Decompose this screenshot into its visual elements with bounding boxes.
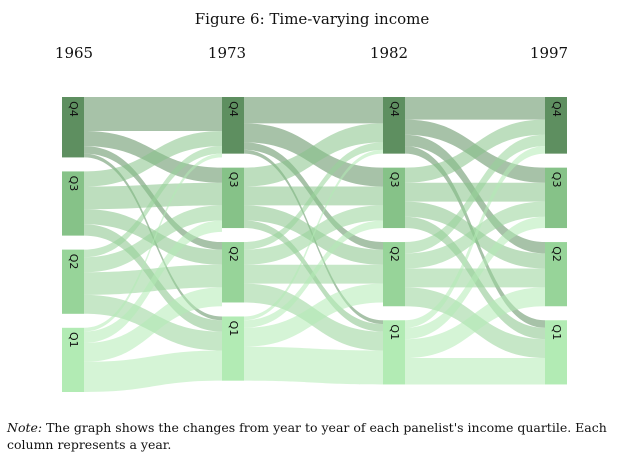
flow-1973-Q2-to-1982-Q4 xyxy=(244,142,383,250)
node-label-1973-Q3: Q3 xyxy=(227,172,240,188)
node-1982-Q4 xyxy=(383,97,405,154)
flow-1973-Q1-to-1982-Q4 xyxy=(244,149,383,321)
node-1965-Q2 xyxy=(62,249,84,314)
node-1973-Q1 xyxy=(222,316,244,381)
node-label-1982-Q3: Q3 xyxy=(388,172,401,188)
flow-layer xyxy=(84,97,545,392)
node-label-1982-Q4: Q4 xyxy=(388,101,401,117)
node-1982-Q2 xyxy=(383,242,405,307)
flow-1982-Q1-to-1997-Q1 xyxy=(405,358,545,385)
flow-1982-Q1-to-1997-Q3 xyxy=(405,216,545,340)
flow-1965-Q1-to-1973-Q2 xyxy=(84,287,222,362)
node-label-1982-Q1: Q1 xyxy=(388,324,401,340)
year-label-1982: 1982 xyxy=(369,44,409,62)
flow-1965-Q1-to-1973-Q1 xyxy=(84,350,222,392)
flow-1965-Q1-to-1973-Q3 xyxy=(84,220,222,343)
flow-1973-Q1-to-1982-Q2 xyxy=(244,283,383,347)
node-1973-Q3 xyxy=(222,167,244,229)
node-1973-Q2 xyxy=(222,242,244,303)
node-label-1965-Q3: Q3 xyxy=(67,176,80,192)
node-label-1973-Q2: Q2 xyxy=(227,246,240,262)
figure-title: Figure 6: Time-varying income xyxy=(194,10,430,28)
node-1965-Q3 xyxy=(62,171,84,236)
node-1965-Q1 xyxy=(62,327,84,392)
node-label-1973-Q1: Q1 xyxy=(227,321,240,337)
node-label-1965-Q1: Q1 xyxy=(67,332,80,348)
node-1997-Q2 xyxy=(545,242,567,307)
flow-1965-Q2-to-1973-Q3 xyxy=(84,205,222,273)
node-1982-Q3 xyxy=(383,167,405,229)
flow-1982-Q1-to-1997-Q2 xyxy=(405,287,545,359)
node-1997-Q4 xyxy=(545,97,567,154)
node-layer: Q1 Q2 Q3 Q4 Q1 Q2 Q3 Q4 Q1 Q2 Q3 Q4 Q1 Q2 Q3 Q4 xyxy=(62,97,567,392)
node-1997-Q3 xyxy=(545,167,567,229)
node-label-1997-Q2: Q2 xyxy=(550,246,563,262)
flow-1965-Q4-to-1973-Q4 xyxy=(84,97,222,131)
figure-note: Note: The graph shows the changes from y… xyxy=(7,419,617,453)
node-label-1965-Q4: Q4 xyxy=(67,101,80,117)
node-label-1997-Q4: Q4 xyxy=(550,101,563,117)
year-label-1973: 1973 xyxy=(207,44,247,62)
flow-1973-Q1-to-1982-Q1 xyxy=(244,346,383,385)
node-label-1965-Q2: Q2 xyxy=(67,254,80,270)
flow-1973-Q1-to-1982-Q3 xyxy=(244,220,383,328)
node-label-1997-Q3: Q3 xyxy=(550,172,563,188)
flow-1982-Q2-to-1997-Q4 xyxy=(405,134,545,254)
flow-1982-Q3-to-1997-Q4 xyxy=(405,119,545,183)
note-text: The graph shows the changes from year to… xyxy=(7,420,607,452)
flow-1982-Q4-to-1997-Q4 xyxy=(405,97,545,120)
flow-1982-Q1-to-1997-Q4 xyxy=(405,146,545,328)
node-label-1997-Q1: Q1 xyxy=(550,324,563,340)
node-1982-Q1 xyxy=(383,320,405,385)
year-label-1997: 1997 xyxy=(529,44,569,62)
node-1973-Q4 xyxy=(222,97,244,154)
flow-1965-Q3-to-1973-Q4 xyxy=(84,130,222,187)
flow-1965-Q3-to-1973-Q3 xyxy=(84,182,222,210)
node-1965-Q4 xyxy=(62,97,84,158)
node-1997-Q1 xyxy=(545,320,567,385)
flow-1973-Q3-to-1982-Q4 xyxy=(244,123,383,187)
flow-1965-Q2-to-1973-Q4 xyxy=(84,146,222,258)
node-label-1973-Q4: Q4 xyxy=(227,101,240,117)
flow-1973-Q4-to-1982-Q4 xyxy=(244,97,383,124)
year-label-1965: 1965 xyxy=(54,44,94,62)
flow-1965-Q1-to-1973-Q4 xyxy=(84,153,222,332)
node-label-1982-Q2: Q2 xyxy=(388,246,401,262)
note-label: Note: xyxy=(7,420,43,435)
